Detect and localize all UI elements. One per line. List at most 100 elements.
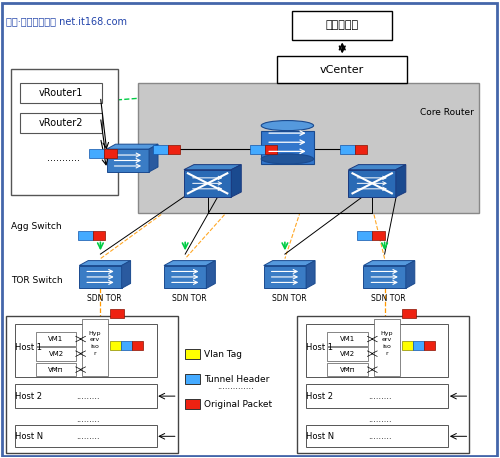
Text: VMn: VMn [48, 367, 64, 373]
Text: r: r [94, 351, 96, 356]
Bar [185, 349, 200, 359]
Polygon shape [206, 261, 216, 289]
Polygon shape [149, 144, 158, 172]
Text: iso: iso [382, 344, 391, 349]
Text: ...........: ........... [46, 153, 80, 163]
Polygon shape [264, 261, 315, 266]
Text: ......: ...... [50, 364, 63, 370]
Bar [185, 399, 200, 409]
Bar [164, 266, 206, 289]
Bar [6, 316, 178, 453]
Text: ......: ...... [341, 364, 354, 370]
Bar [364, 266, 406, 289]
Bar [354, 145, 367, 154]
Bar [104, 149, 117, 158]
Bar [122, 341, 132, 350]
Bar [78, 231, 93, 240]
Bar [36, 363, 76, 376]
Bar [402, 341, 413, 350]
Text: SDN TOR: SDN TOR [172, 294, 206, 303]
Text: Host 1: Host 1 [14, 343, 42, 352]
Bar [10, 69, 118, 195]
Text: r: r [386, 351, 388, 356]
Bar [132, 341, 143, 350]
Bar [261, 131, 314, 164]
Polygon shape [184, 164, 242, 169]
Bar [153, 145, 168, 154]
Text: .........: ......... [76, 415, 100, 425]
Text: Original Packet: Original Packet [204, 400, 272, 409]
Bar [90, 149, 104, 158]
Bar [424, 341, 435, 350]
Polygon shape [106, 144, 158, 149]
Polygon shape [348, 164, 406, 169]
Bar [138, 83, 479, 213]
Bar [185, 374, 200, 384]
Bar [413, 341, 424, 350]
Bar [106, 149, 149, 172]
Text: Host N: Host N [306, 432, 334, 441]
Text: Hyp: Hyp [380, 331, 393, 336]
Ellipse shape [261, 154, 314, 164]
Bar [14, 425, 157, 447]
Bar [168, 145, 180, 154]
Bar [36, 347, 76, 360]
Text: Host 1: Host 1 [306, 343, 334, 352]
Text: 云管程平台: 云管程平台 [326, 20, 359, 30]
Text: SDN TOR: SDN TOR [87, 294, 122, 303]
Bar [110, 309, 124, 318]
Text: iso: iso [90, 344, 100, 349]
Polygon shape [364, 261, 415, 266]
Text: vCenter: vCenter [320, 65, 364, 75]
Text: Agg Switch: Agg Switch [10, 222, 62, 231]
Bar [264, 266, 306, 289]
Bar [36, 332, 76, 346]
Text: Hyp: Hyp [88, 331, 101, 336]
Bar [374, 319, 400, 376]
Polygon shape [122, 261, 130, 289]
Text: .........: ......... [76, 432, 100, 441]
Bar [14, 323, 157, 377]
Polygon shape [396, 164, 406, 197]
Bar [20, 113, 102, 133]
Text: Host 2: Host 2 [306, 392, 334, 401]
Text: TOR Switch: TOR Switch [10, 276, 62, 285]
Bar [357, 231, 372, 240]
Text: SDN TOR: SDN TOR [272, 294, 306, 303]
Bar [328, 332, 368, 346]
Bar [340, 145, 354, 154]
Polygon shape [79, 261, 130, 266]
Text: .........: ......... [76, 392, 100, 401]
Bar [79, 266, 122, 289]
Bar [82, 319, 108, 376]
Bar [184, 169, 232, 197]
Polygon shape [164, 261, 216, 266]
Text: VM2: VM2 [48, 351, 64, 357]
Bar [292, 11, 392, 39]
Ellipse shape [261, 120, 314, 131]
Text: .........: ......... [368, 432, 392, 441]
Text: vRouter1: vRouter1 [38, 88, 83, 98]
Text: Tunnel Header: Tunnel Header [204, 375, 270, 384]
Bar [265, 145, 278, 154]
Text: Core Router: Core Router [420, 108, 474, 117]
Text: vRouter2: vRouter2 [38, 118, 83, 128]
Bar [93, 231, 106, 240]
Polygon shape [232, 164, 241, 197]
Bar [20, 83, 102, 104]
Text: erv: erv [382, 338, 392, 343]
Text: erv: erv [90, 338, 100, 343]
Text: VM1: VM1 [48, 336, 64, 342]
Text: VM1: VM1 [340, 336, 355, 342]
Bar [328, 363, 368, 376]
Bar [250, 145, 265, 154]
Text: VMn: VMn [340, 367, 355, 373]
Text: Host 2: Host 2 [14, 392, 42, 401]
Text: SDN TOR: SDN TOR [372, 294, 406, 303]
Bar [110, 341, 122, 350]
Bar [348, 169, 396, 197]
Text: Vlan Tag: Vlan Tag [204, 349, 242, 359]
Text: .........: ......... [368, 392, 392, 401]
Bar [372, 231, 384, 240]
Bar [278, 56, 407, 83]
